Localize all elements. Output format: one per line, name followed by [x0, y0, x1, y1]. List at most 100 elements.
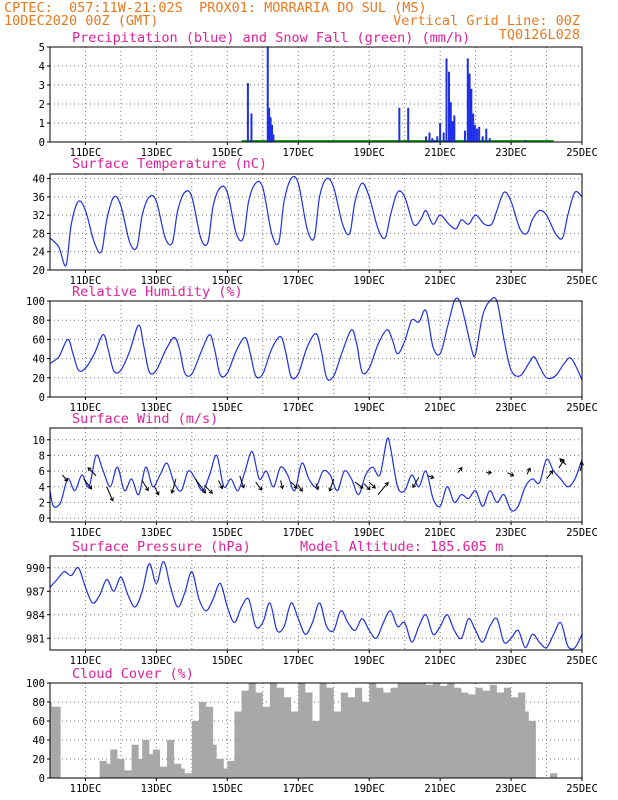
rh-ytick-label: 40 [32, 354, 45, 366]
precip-bar [407, 107, 410, 142]
header-station: CPTEC: 057:11W-21:02S PROX01: MORRARIA D… [4, 0, 427, 16]
wind-vector [354, 481, 364, 489]
precip-date-label: 23DEC [495, 147, 527, 159]
wind-vector [62, 474, 68, 482]
precip-bar [453, 115, 456, 142]
precip-bar [478, 126, 481, 142]
wind-frame [49, 427, 583, 523]
wind-ytick-label: 6 [39, 466, 45, 478]
rh-ytick-label: 80 [32, 315, 45, 327]
wind-vector-head [63, 477, 69, 482]
wind-vector [106, 486, 114, 501]
precip-bar [472, 113, 475, 142]
precip-ytick-label: 1 [39, 118, 45, 130]
wind-vector [255, 481, 263, 491]
precip-bar [272, 134, 275, 142]
wind-vector-head [509, 472, 515, 477]
wind-vector [363, 483, 371, 490]
wind-vector-head [109, 497, 114, 502]
precip-bar [398, 107, 401, 142]
wind-vector [171, 478, 177, 494]
precip-bar [451, 121, 454, 142]
rh-date-label: 13DEC [141, 402, 173, 414]
precip-ytick-label: 4 [39, 61, 45, 73]
wind-date-label: 25DEC [566, 527, 598, 539]
wind-vector [154, 486, 160, 495]
wind-ytick-label: 2 [39, 497, 45, 509]
wind-vector [368, 481, 376, 489]
wind-ytick-label: 8 [39, 450, 45, 462]
wind-vector-head [87, 467, 92, 472]
wind-date-label: 13DEC [141, 527, 173, 539]
pres-date-label: 25DEC [566, 655, 598, 667]
wind-title: Surface Wind (m/s) [72, 411, 218, 427]
wind-vector [83, 478, 93, 490]
wind-vector-head [430, 474, 435, 480]
precip-bar [488, 138, 491, 142]
pres-date-label: 17DEC [282, 655, 314, 667]
wind-vector [87, 467, 97, 477]
wind-vector-head [384, 481, 389, 487]
precip-bar [449, 102, 452, 142]
precip-date-label: 13DEC [141, 147, 173, 159]
wind-ytick-label: 4 [39, 482, 45, 494]
rh-title: Relative Humidity (%) [72, 284, 243, 300]
precip-date-label: 11DEC [70, 147, 102, 159]
wind-vector [546, 470, 553, 480]
cloud-date-label: 17DEC [282, 783, 314, 795]
cloud-date-label: 15DEC [212, 783, 244, 795]
cloud-date-label: 11DEC [70, 783, 102, 795]
rh-ytick-label: 60 [32, 334, 45, 346]
precip-bar [481, 136, 484, 142]
temp-title: Surface Temperature (nC) [72, 156, 267, 172]
wind-vector [239, 475, 245, 488]
precip-bar [428, 132, 431, 142]
precip-bar [266, 47, 269, 142]
header-model-id: TQ0126L028 [498, 27, 580, 43]
wind-vector [427, 475, 434, 479]
wind-ytick-label: 0 [39, 513, 45, 525]
rh-series-line [49, 296, 583, 381]
wind-date-label: 11DEC [70, 527, 102, 539]
cloud-date-label: 23DEC [495, 783, 527, 795]
precip-bar [439, 123, 442, 142]
cloud-ytick-label: 80 [32, 697, 45, 709]
wind-vector-head [371, 484, 376, 489]
wind-vector-head [458, 466, 463, 472]
cloud-ytick-label: 60 [32, 716, 45, 728]
wind-vector-head [219, 484, 224, 490]
rh-date-label: 23DEC [495, 402, 527, 414]
wind-vector-head [144, 486, 149, 492]
cloud-ytick-label: 40 [32, 735, 45, 747]
wind-vector [195, 478, 206, 494]
temp-date-label: 19DEC [353, 275, 385, 287]
temp-date-label: 15DEC [212, 275, 244, 287]
rh-frame [49, 300, 583, 398]
precip-bar [468, 73, 471, 142]
wind-date-label: 19DEC [353, 527, 385, 539]
wind-vector-head [488, 470, 493, 475]
wind-ytick-label: 10 [32, 435, 45, 447]
pres-date-label: 19DEC [353, 655, 385, 667]
pres-ytick-label: 984 [26, 610, 45, 622]
temp-ytick-label: 36 [32, 192, 45, 204]
wind-vector-head [201, 489, 206, 494]
wind-date-label: 23DEC [495, 527, 527, 539]
temp-frame [49, 173, 583, 271]
pres-title: Surface Pressure (hPa) [72, 539, 251, 555]
wind-vector [559, 458, 567, 466]
wind-vector [412, 477, 420, 488]
wind-vector-head [279, 485, 285, 490]
wind-vector-head [314, 486, 320, 491]
pres-ytick-label: 990 [26, 563, 45, 575]
wind-vector-head [559, 458, 564, 463]
cloud-frame [49, 682, 583, 779]
wind-vector-head [170, 489, 175, 494]
precip-date-label: 21DEC [424, 147, 456, 159]
pres-ytick-label: 987 [26, 586, 45, 598]
wind-vector-head [298, 487, 303, 492]
temp-ytick-label: 24 [32, 247, 45, 259]
precip-ytick-label: 0 [39, 137, 45, 149]
wind-vector-head [328, 487, 333, 492]
